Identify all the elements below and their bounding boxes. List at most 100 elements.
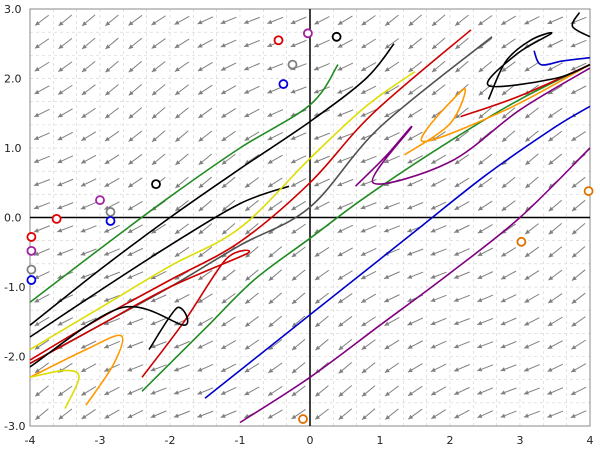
vector-arrow-head [198, 90, 204, 95]
vector-arrow-head [524, 367, 529, 372]
vector-arrow-head [407, 136, 413, 141]
vector-arrow-head [385, 21, 391, 26]
vector-arrow-head [245, 322, 251, 327]
vector-arrow-head [407, 344, 413, 349]
vector-arrow-head [430, 228, 436, 233]
vector-arrow-head [571, 136, 577, 141]
vector-arrow-head [548, 136, 554, 142]
vector-arrow-head [34, 228, 39, 233]
vector-arrow-head [58, 67, 64, 72]
vector-arrow-head [338, 298, 344, 304]
vector-arrow-head [500, 321, 506, 326]
x-tick-label: -3 [95, 434, 106, 447]
vector-arrow-head [244, 136, 250, 141]
vector-arrow-head [151, 67, 157, 72]
initial-point-marker [302, 28, 313, 39]
vector-arrow-head [291, 229, 297, 234]
vector-arrow-head [384, 112, 390, 118]
vector-arrow-head [315, 299, 321, 304]
vector-arrow-head [221, 344, 227, 349]
vector-arrow-head [547, 344, 553, 349]
vector-arrow-head [431, 90, 437, 96]
vector-arrow-head [34, 158, 39, 163]
vector-arrow-head [570, 390, 576, 395]
vector-arrow-head [150, 344, 156, 349]
vector-arrow-head [128, 67, 134, 73]
vector-arrow-head [221, 183, 227, 188]
vector-arrow-head [245, 229, 251, 235]
vector-arrow-head [360, 135, 366, 140]
vector-field [33, 14, 587, 421]
vector-arrow-head [173, 367, 179, 372]
vector-arrow-head [337, 112, 343, 117]
vector-arrow-head [198, 113, 204, 119]
vector-arrow-head [315, 322, 321, 327]
vector-arrow-head [430, 297, 436, 302]
initial-point-marker [151, 179, 161, 190]
vector-arrow-head [220, 19, 226, 25]
vector-arrow-head [151, 229, 157, 234]
vector-arrow-head [221, 160, 227, 165]
vector-arrow-head [338, 415, 344, 420]
vector-arrow-head [337, 89, 343, 94]
vector-arrow-head [477, 367, 483, 372]
vector-arrow-head [338, 368, 344, 374]
vector-arrow-head [244, 66, 250, 71]
vector-arrow-head [81, 391, 87, 396]
initial-point-marker [516, 236, 527, 247]
vector-arrow-head [34, 298, 40, 303]
vector-arrow-head [82, 21, 87, 26]
vector-arrow-head [430, 320, 436, 326]
vector-arrow-head [408, 391, 414, 396]
vector-arrow-head [384, 298, 390, 303]
vector-arrow-head [220, 413, 226, 418]
vector-arrow-head [548, 206, 554, 212]
vector-arrow-head [243, 42, 249, 48]
vector-arrow-head [81, 113, 87, 118]
vector-arrow-head [58, 391, 64, 396]
vector-arrow-head [477, 390, 483, 395]
vector-arrow-head [221, 298, 227, 304]
vector-arrow-head [337, 275, 343, 280]
vector-arrow-head [361, 391, 367, 397]
vector-arrow-head [222, 206, 227, 212]
vector-arrow-head [454, 367, 460, 372]
trajectory-line [29, 43, 395, 326]
vector-arrow-head [174, 298, 180, 303]
vector-arrow-head [150, 367, 156, 372]
vector-arrow-head [197, 66, 203, 72]
vector-arrow-head [57, 159, 63, 164]
vector-arrow-head [547, 19, 553, 25]
vector-arrow-head [151, 44, 157, 49]
vector-arrow-head [360, 251, 366, 256]
vector-arrow-head [152, 137, 157, 142]
initial-point-marker [105, 207, 116, 217]
vector-arrow-head [243, 19, 249, 24]
vector-arrow-head [34, 135, 40, 140]
vector-arrow-head [268, 206, 274, 211]
vector-arrow-head [454, 414, 460, 419]
y-tick-label: 0.0 [4, 212, 22, 225]
vector-arrow-head [430, 205, 436, 210]
vector-arrow-head [34, 345, 40, 350]
vector-arrow-head [291, 275, 297, 281]
trajectory-line [141, 63, 591, 392]
vector-arrow-head [104, 136, 110, 142]
vector-arrow-head [314, 275, 320, 281]
vector-arrow-head [290, 19, 296, 25]
vector-arrow-head [384, 158, 390, 164]
vector-arrow-head [220, 390, 226, 395]
vector-arrow-head [478, 20, 484, 26]
vector-arrow-head [151, 90, 157, 96]
vector-arrow-head [34, 66, 40, 72]
vector-arrow-head [314, 205, 320, 210]
vector-arrow-head [58, 21, 64, 26]
trajectory-line [460, 63, 591, 118]
vector-arrow-head [315, 414, 321, 420]
vector-arrow-head [384, 274, 390, 279]
vector-arrow-head [431, 67, 437, 73]
vector-arrow-head [267, 136, 273, 141]
vector-arrow-head [151, 20, 157, 26]
vector-arrow-head [361, 20, 367, 26]
